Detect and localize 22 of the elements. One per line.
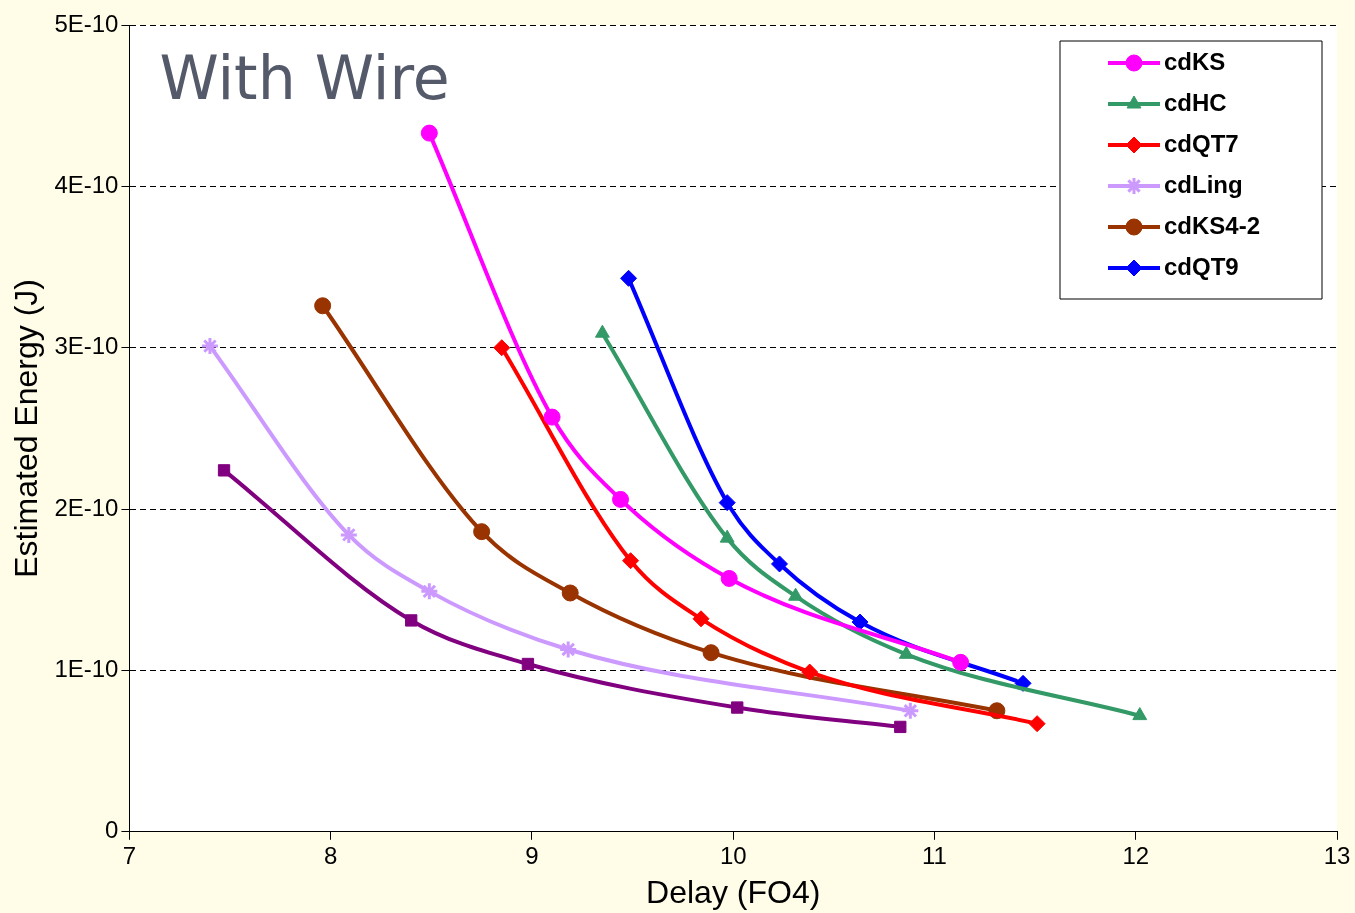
y-axis-title: Estimated Energy (J) xyxy=(8,279,45,578)
x-tick-label: 12 xyxy=(1122,841,1150,869)
y-tick-label: 3E-10 xyxy=(54,332,119,360)
y-tick-label: 2E-10 xyxy=(54,493,119,521)
y-tick-label: 0 xyxy=(105,816,119,844)
annotation: With Wire xyxy=(159,42,450,113)
x-axis-title: Delay (FO4) xyxy=(646,873,821,910)
y-tick-label: 4E-10 xyxy=(54,170,119,198)
x-tick-label: 10 xyxy=(719,841,747,869)
legend-label: cdLing xyxy=(1164,170,1243,198)
legend-label: cdQT9 xyxy=(1164,252,1239,280)
y-tick-label: 1E-10 xyxy=(54,655,119,683)
legend-label: cdQT7 xyxy=(1164,129,1239,157)
x-tick-label: 11 xyxy=(922,841,947,869)
legend-label: cdKS4-2 xyxy=(1164,211,1261,239)
x-tick-label: 7 xyxy=(122,841,137,869)
x-tick-label: 13 xyxy=(1323,841,1351,869)
y-tick-label: 5E-10 xyxy=(54,9,119,37)
x-tick-label: 8 xyxy=(324,841,338,869)
legend-label: cdHC xyxy=(1164,88,1227,116)
legend-label: cdKS xyxy=(1164,47,1226,75)
x-tick-label: 9 xyxy=(525,841,539,869)
